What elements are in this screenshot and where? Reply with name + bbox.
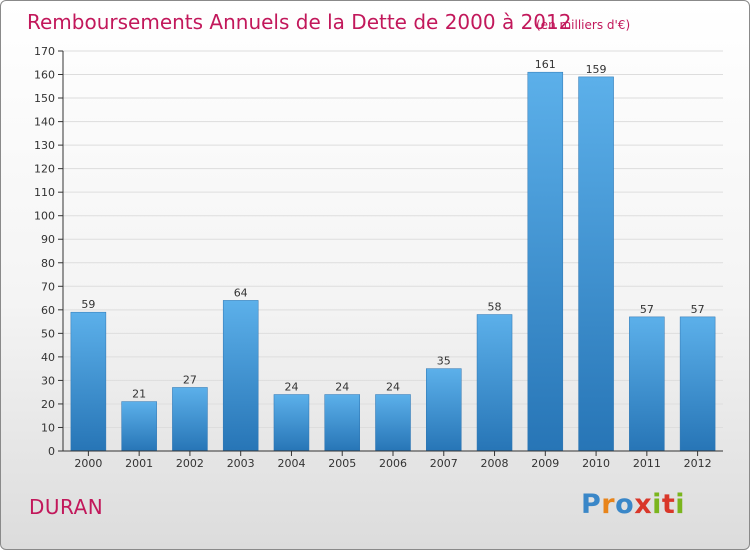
proxiti-logo: Proxiti — [581, 489, 685, 520]
bar-2003 — [222, 300, 259, 452]
x-tick-label-2008: 2008 — [481, 457, 509, 470]
data-label-2012: 57 — [691, 303, 705, 316]
logo-letter: i — [652, 489, 662, 520]
data-label-2007: 35 — [437, 355, 451, 368]
data-label-2008: 58 — [488, 301, 502, 314]
bar-2010 — [578, 76, 614, 452]
bar-2011 — [629, 316, 665, 452]
y-tick-label: 80 — [41, 257, 55, 270]
data-label-2000: 59 — [81, 298, 95, 311]
y-tick-label: 120 — [34, 163, 55, 176]
y-tick-label: 110 — [34, 186, 55, 199]
data-label-2006: 24 — [386, 381, 400, 394]
data-label-2001: 21 — [132, 388, 146, 401]
y-tick-label: 160 — [34, 69, 55, 82]
data-label-2004: 24 — [284, 381, 298, 394]
bar-2002 — [172, 387, 208, 452]
y-tick-label: 30 — [41, 374, 55, 387]
x-tick-label-2000: 2000 — [74, 457, 102, 470]
y-tick-label: 140 — [34, 116, 55, 129]
x-tick-label-2010: 2010 — [582, 457, 610, 470]
chart-subtitle: (en milliers d'€) — [536, 18, 630, 32]
x-tick-label-2001: 2001 — [125, 457, 153, 470]
bar-2007 — [426, 368, 462, 452]
y-tick-label: 60 — [41, 304, 55, 317]
x-tick-label-2006: 2006 — [379, 457, 407, 470]
bar-2006 — [375, 394, 411, 452]
data-label-2010: 159 — [586, 63, 607, 76]
data-label-2002: 27 — [183, 373, 197, 386]
gridlines — [63, 50, 723, 428]
y-tick-label: 100 — [34, 210, 55, 223]
data-label-2011: 57 — [640, 303, 654, 316]
x-tick-label-2002: 2002 — [176, 457, 204, 470]
y-tick-label: 10 — [41, 421, 55, 434]
x-tick-label-2012: 2012 — [684, 457, 712, 470]
axes: 0 10 20 30 40 50 60 70 80 90 100 110 120 130 140 150 160… — [34, 45, 723, 470]
bar-2009 — [527, 71, 564, 452]
x-tick-label-2004: 2004 — [277, 457, 305, 470]
bars: 59 21 27 64 24 24 24 35 58 161 159 57 57 — [70, 58, 716, 452]
x-tick-label-2011: 2011 — [633, 457, 661, 470]
y-tick-label: 130 — [34, 139, 55, 152]
data-label-2005: 24 — [335, 381, 349, 394]
logo-letter: r — [601, 489, 616, 520]
y-tick-label: 20 — [41, 398, 55, 411]
commune-name: DURAN — [29, 495, 104, 519]
logo-letter: i — [675, 489, 686, 520]
data-label-2003: 64 — [234, 286, 248, 299]
chart-title: Remboursements Annuels de la Dette de 20… — [27, 10, 571, 34]
bar-2004 — [273, 394, 310, 452]
x-tick-label-2009: 2009 — [531, 457, 559, 470]
bar-2001 — [121, 401, 157, 452]
y-tick-label: 0 — [48, 445, 55, 458]
x-tick-label-2005: 2005 — [328, 457, 356, 470]
bar-2005 — [324, 394, 360, 452]
y-tick-label: 40 — [41, 351, 55, 364]
logo-letter: o — [615, 489, 635, 520]
logo-letter: t — [661, 489, 676, 520]
y-tick-label: 50 — [41, 327, 55, 340]
logo-letter: P — [581, 489, 602, 520]
y-tick-label: 90 — [41, 233, 55, 246]
logo-letter: x — [634, 489, 653, 520]
bar-2012 — [679, 316, 716, 452]
y-tick-label: 70 — [41, 280, 55, 293]
bar-2008 — [476, 314, 513, 452]
x-tick-label-2007: 2007 — [430, 457, 458, 470]
y-tick-label: 150 — [34, 92, 55, 105]
x-tick-label-2003: 2003 — [227, 457, 255, 470]
bar-2000 — [70, 311, 107, 452]
data-label-2009: 161 — [535, 58, 556, 71]
y-tick-label: 170 — [34, 45, 55, 58]
